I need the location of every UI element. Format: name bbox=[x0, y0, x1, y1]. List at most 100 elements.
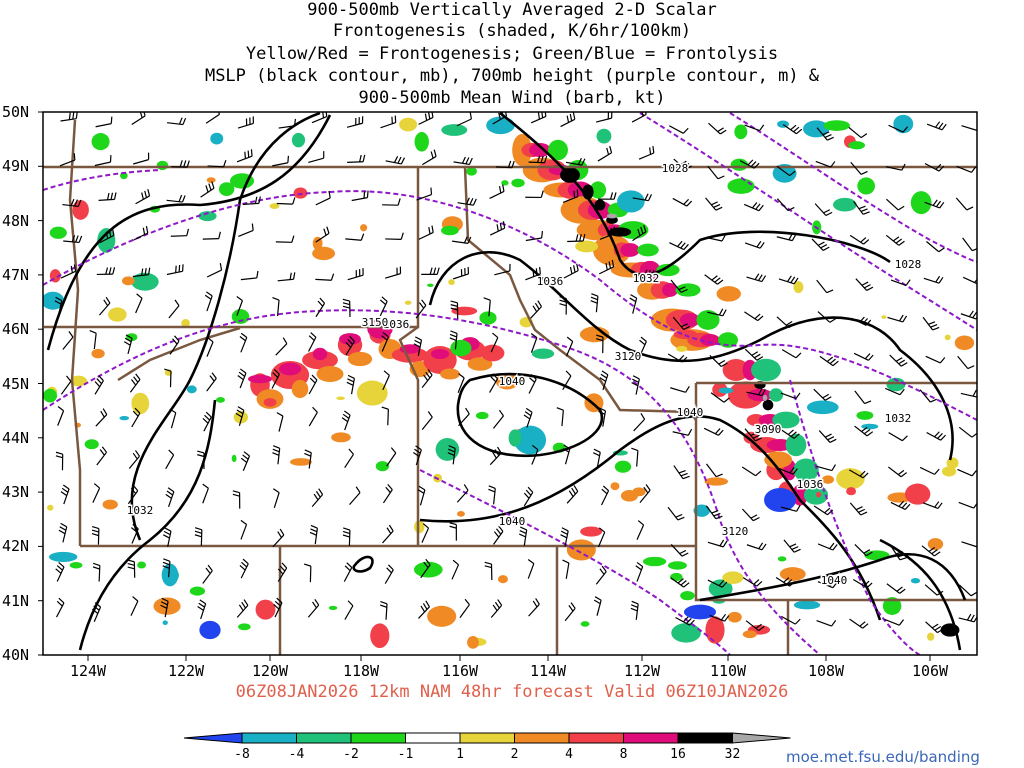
wind-barb bbox=[450, 300, 459, 319]
colorbar-segment bbox=[350, 732, 406, 744]
wind-barb bbox=[451, 559, 460, 580]
wind-barb bbox=[166, 194, 186, 203]
frontogenesis-patch bbox=[457, 510, 465, 517]
wind-barb bbox=[163, 527, 172, 547]
wind-barb bbox=[418, 225, 434, 240]
wind-barb bbox=[242, 196, 261, 205]
wind-barb bbox=[703, 427, 724, 436]
frontogenesis-patch bbox=[181, 319, 190, 328]
wind-barb bbox=[60, 375, 72, 395]
wind-barb bbox=[236, 296, 243, 316]
wind-barb bbox=[133, 152, 150, 165]
wind-barb bbox=[635, 269, 655, 278]
frontogenesis-patch bbox=[161, 563, 179, 587]
height-contour-label: 3120 bbox=[615, 350, 642, 363]
wind-barb bbox=[744, 124, 765, 132]
wind-barb bbox=[596, 334, 604, 354]
wind-barb bbox=[60, 264, 77, 279]
wind-barb bbox=[958, 584, 977, 597]
wind-barb bbox=[415, 299, 427, 319]
frontogenesis-patch bbox=[886, 377, 906, 392]
wind-barb bbox=[816, 279, 834, 294]
wind-barb bbox=[206, 372, 217, 392]
frontogenesis-patch bbox=[231, 309, 250, 324]
wind-barb bbox=[385, 232, 404, 240]
wind-barb bbox=[854, 544, 873, 557]
frontogenesis-patch bbox=[722, 571, 744, 584]
frontogenesis-patch bbox=[427, 605, 457, 627]
wind-barb bbox=[197, 599, 207, 620]
frontogenesis-patch bbox=[72, 199, 89, 220]
wind-barb bbox=[599, 370, 609, 391]
wind-barb bbox=[342, 298, 351, 318]
wind-barb bbox=[957, 355, 975, 370]
wind-barb bbox=[277, 272, 296, 282]
wind-barb bbox=[272, 445, 281, 465]
wind-barb bbox=[489, 221, 506, 236]
frontogenesis-patch bbox=[620, 490, 639, 502]
frontogenesis-patch bbox=[102, 499, 118, 510]
frontogenesis-patch bbox=[793, 281, 804, 294]
frontogenesis-patch bbox=[727, 611, 742, 623]
wind-barb bbox=[308, 374, 318, 395]
wind-barb bbox=[958, 501, 977, 509]
wind-barb bbox=[813, 505, 834, 516]
colorbar bbox=[183, 732, 791, 744]
frontogenesis-patch bbox=[216, 397, 225, 403]
wind-barb bbox=[528, 155, 548, 164]
wind-barb bbox=[232, 490, 241, 509]
wind-barb bbox=[346, 116, 364, 128]
wind-barb bbox=[237, 116, 254, 129]
wind-barb bbox=[275, 337, 288, 356]
colorbar-segment bbox=[568, 732, 624, 744]
frontogenesis-patch bbox=[857, 177, 875, 195]
frontogenesis-patch bbox=[404, 300, 412, 305]
wind-barb bbox=[781, 615, 801, 625]
frontogenesis-patch bbox=[821, 475, 835, 484]
wind-barb bbox=[595, 565, 607, 585]
wind-barb bbox=[562, 370, 572, 391]
frontogenesis-patch bbox=[727, 178, 755, 194]
wind-barb bbox=[670, 386, 690, 393]
wind-barb bbox=[559, 296, 567, 315]
frontogenesis-patch bbox=[427, 283, 434, 288]
frontogenesis-patch bbox=[47, 504, 54, 511]
wind-barb bbox=[273, 597, 283, 618]
wind-barb bbox=[303, 563, 312, 583]
mslp-contour-label: 1028 bbox=[662, 162, 689, 175]
wind-barb bbox=[597, 527, 606, 548]
wind-barb bbox=[413, 445, 422, 466]
wind-barb bbox=[309, 524, 318, 545]
wind-barb bbox=[745, 620, 765, 632]
frontogenesis-patch bbox=[944, 334, 951, 341]
wind-barb bbox=[922, 316, 940, 331]
wind-barb bbox=[890, 279, 911, 287]
wind-barb bbox=[347, 154, 366, 163]
wind-barb bbox=[54, 296, 63, 317]
wind-barb bbox=[168, 299, 180, 319]
lon-label: 120W bbox=[251, 662, 289, 680]
wind-barb bbox=[92, 483, 101, 503]
frontogenesis-patch bbox=[206, 177, 216, 184]
wind-barb bbox=[483, 297, 491, 317]
frontogenesis-patch bbox=[762, 399, 774, 411]
wind-barb bbox=[670, 279, 688, 293]
wind-barb bbox=[132, 267, 151, 278]
source-url[interactable]: moe.met.fsu.edu/banding bbox=[786, 748, 980, 766]
colorbar-segment bbox=[623, 732, 679, 744]
wind-barb bbox=[272, 155, 290, 167]
wind-barb bbox=[672, 316, 691, 330]
frontogenesis-patch bbox=[606, 213, 618, 219]
wind-barb bbox=[384, 564, 394, 584]
frontogenesis-patch bbox=[675, 283, 701, 297]
wind-barb bbox=[631, 375, 640, 395]
frontogenesis-patch bbox=[43, 291, 65, 310]
wind-barb bbox=[741, 508, 760, 522]
wind-barb bbox=[131, 523, 139, 544]
wind-barb bbox=[311, 488, 324, 508]
wind-barb bbox=[343, 562, 353, 582]
wind-barb bbox=[924, 162, 945, 172]
wind-barb bbox=[494, 263, 511, 276]
wind-barb bbox=[667, 506, 685, 521]
